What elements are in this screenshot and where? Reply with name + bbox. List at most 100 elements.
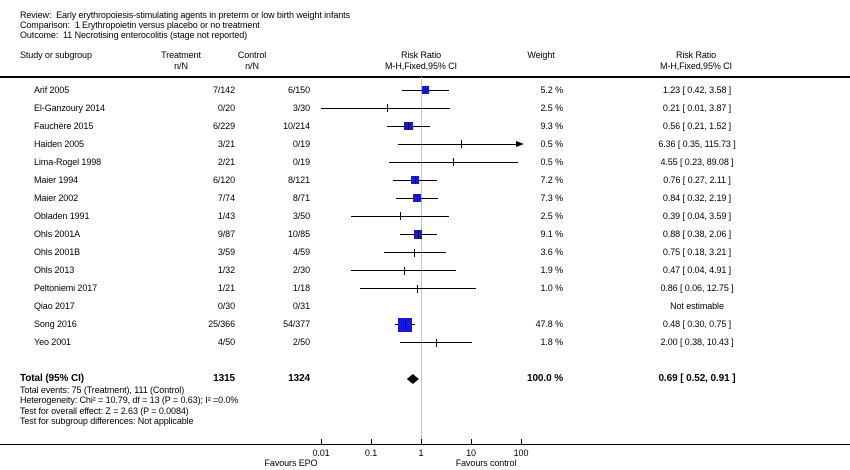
rr-value: 0.76 [ 0.27, 2.11 ] [663, 174, 731, 185]
x-axis-tick [370, 438, 372, 444]
rr-value: 0.39 [ 0.04, 3.59 ] [662, 210, 732, 221]
control-n: 0/31 [292, 301, 310, 312]
rr-value: 4.55 [ 0.23, 89.08 ] [660, 156, 734, 167]
treatment-n: 25/366 [208, 319, 235, 330]
control-n: 6/150 [287, 84, 310, 95]
comparison-line: Comparison: 1 Erythropoietin versus plac… [20, 20, 260, 31]
control-n: 10/214 [283, 120, 310, 131]
x-axis-tick-label: 0.01 [312, 448, 330, 458]
rr-value: 0.84 [ 0.32, 2.19 ] [662, 192, 732, 203]
treatment-n: 0/30 [217, 301, 235, 312]
rr-value: 0.75 [ 0.18, 3.21 ] [662, 247, 732, 258]
outcome-title: 11 Necrotising enterocolitis (stage not … [63, 30, 248, 40]
treatment-n: 6/120 [212, 174, 235, 185]
treatment-n: 9/87 [217, 229, 235, 240]
effect-tick [414, 248, 416, 257]
review-label: Review: [20, 10, 52, 20]
weight-value: 1.8 % [540, 337, 563, 348]
rr-value: 6.36 [ 0.35, 115.73 ] [658, 138, 736, 149]
total-treatment-n: 1315 [213, 373, 235, 384]
weight-value: 1.9 % [540, 265, 563, 276]
x-axis-tick [320, 438, 322, 444]
control-n: 8/71 [292, 192, 310, 203]
study-name: Maier 2002 [34, 192, 79, 203]
effect-tick [404, 266, 406, 275]
treatment-n: 2/21 [217, 156, 235, 167]
treatment-n: 0/20 [217, 102, 235, 113]
rr-value: 0.21 [ 0.01, 3.87 ] [662, 102, 732, 113]
col-header-rr-text-sub: M-H,Fixed,95% CI [660, 61, 732, 71]
total-label: Total (95% CI) [20, 373, 84, 384]
weight-value: 9.3 % [540, 120, 563, 131]
col-header-rr-text: Risk Ratio [675, 50, 716, 60]
control-n: 2/30 [292, 265, 310, 276]
col-header-treatment-sub: n/N [174, 61, 188, 71]
heterogeneity-line: Heterogeneity: Chi² = 10.79, df = 13 (P … [20, 395, 239, 405]
study-name: Yeo 2001 [34, 337, 71, 348]
treatment-n: 4/50 [217, 337, 235, 348]
study-name: El-Ganzoury 2014 [34, 102, 105, 113]
control-n: 10/85 [287, 229, 310, 240]
ci-line [351, 270, 456, 272]
rr-value: 0.56 [ 0.21, 1.52 ] [662, 120, 732, 131]
treatment-n: 1/21 [217, 283, 235, 294]
study-name: Haiden 2005 [34, 138, 84, 149]
null-effect-line [420, 77, 422, 444]
rr-value: 2.00 [ 0.38, 10.43 ] [660, 337, 734, 348]
x-axis-tick-label: 1 [418, 448, 424, 458]
total-weight: 100.0 % [527, 373, 563, 384]
x-axis-tick-label: 10 [466, 448, 476, 458]
effect-tick [416, 194, 418, 203]
study-name: Song 2016 [34, 319, 77, 330]
treatment-n: 1/32 [217, 265, 235, 276]
col-header-rr-plot: Risk Ratio [400, 50, 441, 60]
ci-arrow-right-icon [516, 140, 524, 147]
treatment-n: 6/229 [212, 120, 235, 131]
total-events-line: Total events: 75 (Treatment), 111 (Contr… [20, 385, 185, 395]
study-name: Lima-Rogel 1998 [34, 156, 102, 167]
treatment-n: 1/43 [217, 210, 235, 221]
weight-value: 2.5 % [540, 210, 563, 221]
effect-tick [435, 338, 437, 347]
outcome-label: Outcome: [20, 30, 59, 40]
comparison-title: 1 Erythropoietin versus placebo or no tr… [74, 20, 260, 30]
total-rr-value: 0.69 [ 0.52, 0.91 ] [658, 373, 736, 384]
weight-value: 2.5 % [540, 102, 563, 113]
weight-value: 7.3 % [540, 192, 563, 203]
control-n: 3/50 [292, 210, 310, 221]
weight-value: 5.2 % [540, 84, 563, 95]
x-axis-tick-label: 100 [513, 448, 529, 458]
control-n: 2/50 [292, 337, 310, 348]
effect-tick [400, 212, 402, 221]
x-axis-tick [520, 438, 522, 444]
col-header-weight: Weight [527, 50, 555, 60]
effect-tick [407, 122, 409, 131]
effect-tick [453, 158, 455, 167]
col-header-study: Study or subgroup [20, 50, 92, 60]
effect-tick [417, 230, 419, 239]
study-name: Ohls 2013 [34, 265, 75, 276]
x-axis-line [0, 443, 850, 445]
rr-value: Not estimable [670, 301, 724, 312]
weight-value: 9.1 % [540, 229, 563, 240]
favours-left-label: Favours EPO [264, 458, 318, 468]
study-name: Arif 2005 [34, 84, 70, 95]
total-control-n: 1324 [288, 373, 310, 384]
x-axis-tick [420, 438, 422, 444]
effect-tick [417, 284, 419, 293]
study-name: Ohls 2001A [34, 229, 81, 240]
weight-value: 47.8 % [535, 319, 564, 330]
col-header-control: Control [237, 50, 267, 60]
rr-value: 0.88 [ 0.38, 2.06 ] [662, 229, 732, 240]
overall-effect-line: Test for overall effect: Z = 2.63 (P = 0… [20, 405, 189, 416]
rr-value: 0.86 [ 0.06, 12.75 ] [660, 283, 734, 294]
outcome-line: Outcome: 11 Necrotising enterocolitis (s… [20, 30, 247, 41]
ci-line [321, 107, 451, 109]
treatment-n: 3/59 [217, 247, 235, 258]
study-name: Maier 1994 [34, 174, 79, 185]
study-name: Qiao 2017 [34, 301, 75, 312]
treatment-n: 7/74 [217, 192, 235, 203]
effect-tick [404, 320, 406, 329]
weight-value: 7.2 % [540, 174, 563, 185]
x-axis-tick [470, 438, 472, 444]
